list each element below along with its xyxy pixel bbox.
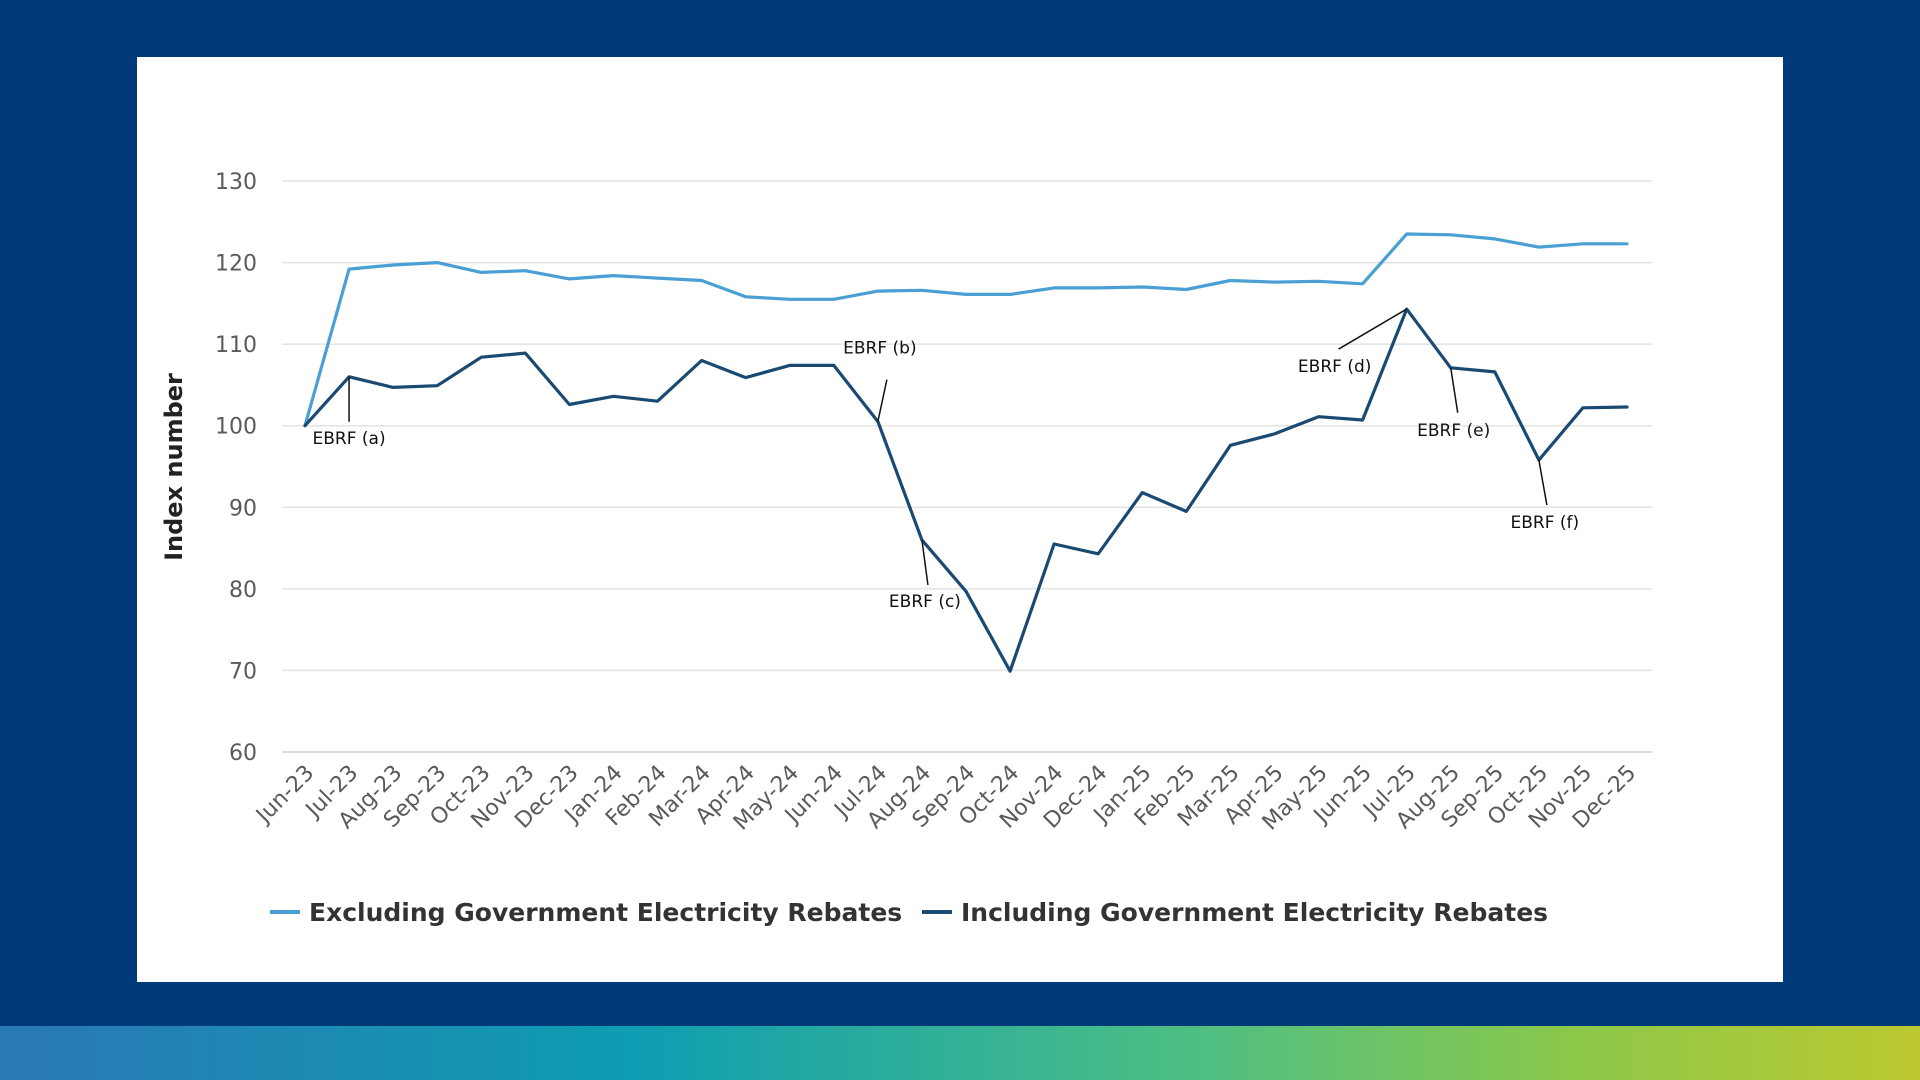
legend-item-including: Including Government Electricity Rebates bbox=[922, 898, 1548, 927]
x-tick-label: Jun-23 bbox=[250, 761, 319, 830]
line-chart: 60 70 80 90 100 110 120 130 Jun-23Jul-23Aug-23S… bbox=[160, 170, 1652, 927]
annotation-label: EBRF (a) bbox=[313, 429, 386, 449]
y-tick-label: 60 bbox=[229, 741, 257, 766]
y-tick-label: 120 bbox=[215, 252, 257, 277]
decorative-gradient-band bbox=[0, 1026, 1920, 1080]
y-axis-title: Index number bbox=[160, 373, 188, 561]
chart-card: 60 70 80 90 100 110 120 130 Jun-23 Jul-23 Aug-23 S… bbox=[137, 57, 1783, 982]
annotation-leader bbox=[877, 379, 888, 422]
x-axis-ticks: Jun-23Jul-23Aug-23Sep-23Oct-23Nov-23Dec-… bbox=[250, 761, 1641, 836]
legend-item-excluding: Excluding Government Electricity Rebates bbox=[270, 898, 902, 927]
y-tick-label: 70 bbox=[229, 659, 257, 684]
legend-label-excluding: Excluding Government Electricity Rebates bbox=[309, 898, 902, 927]
y-tick-label: 130 bbox=[215, 170, 257, 195]
y-axis-ticks: 60 70 80 90 100 110 120 130 bbox=[215, 170, 257, 766]
annotation-label: EBRF (b) bbox=[843, 339, 916, 359]
y-tick-label: 100 bbox=[215, 415, 257, 440]
grid-lines bbox=[282, 180, 1652, 753]
annotation-label: EBRF (f) bbox=[1511, 513, 1580, 533]
annotation-leader bbox=[921, 539, 929, 586]
series-line-excluding bbox=[303, 232, 1629, 428]
annotation-label: EBRF (d) bbox=[1298, 357, 1371, 377]
y-tick-label: 110 bbox=[215, 333, 257, 358]
annotation-leader bbox=[1449, 367, 1459, 413]
series-lines bbox=[303, 232, 1629, 673]
legend: Excluding Government Electricity Rebates… bbox=[270, 898, 1548, 927]
annotation-leader bbox=[1338, 308, 1408, 350]
annotation-label: EBRF (c) bbox=[889, 592, 961, 612]
legend-label-including: Including Government Electricity Rebates bbox=[961, 898, 1548, 927]
annotation-leader bbox=[1538, 459, 1548, 506]
series-line-including bbox=[303, 307, 1629, 673]
y-tick-label: 90 bbox=[229, 496, 257, 521]
y-tick-label: 80 bbox=[229, 578, 257, 603]
annotation-label: EBRF (e) bbox=[1417, 421, 1490, 441]
annotations: EBRF (a) EBRF (b) EBRF (c) EBRF (d) EBRF (e)… bbox=[313, 308, 1580, 612]
